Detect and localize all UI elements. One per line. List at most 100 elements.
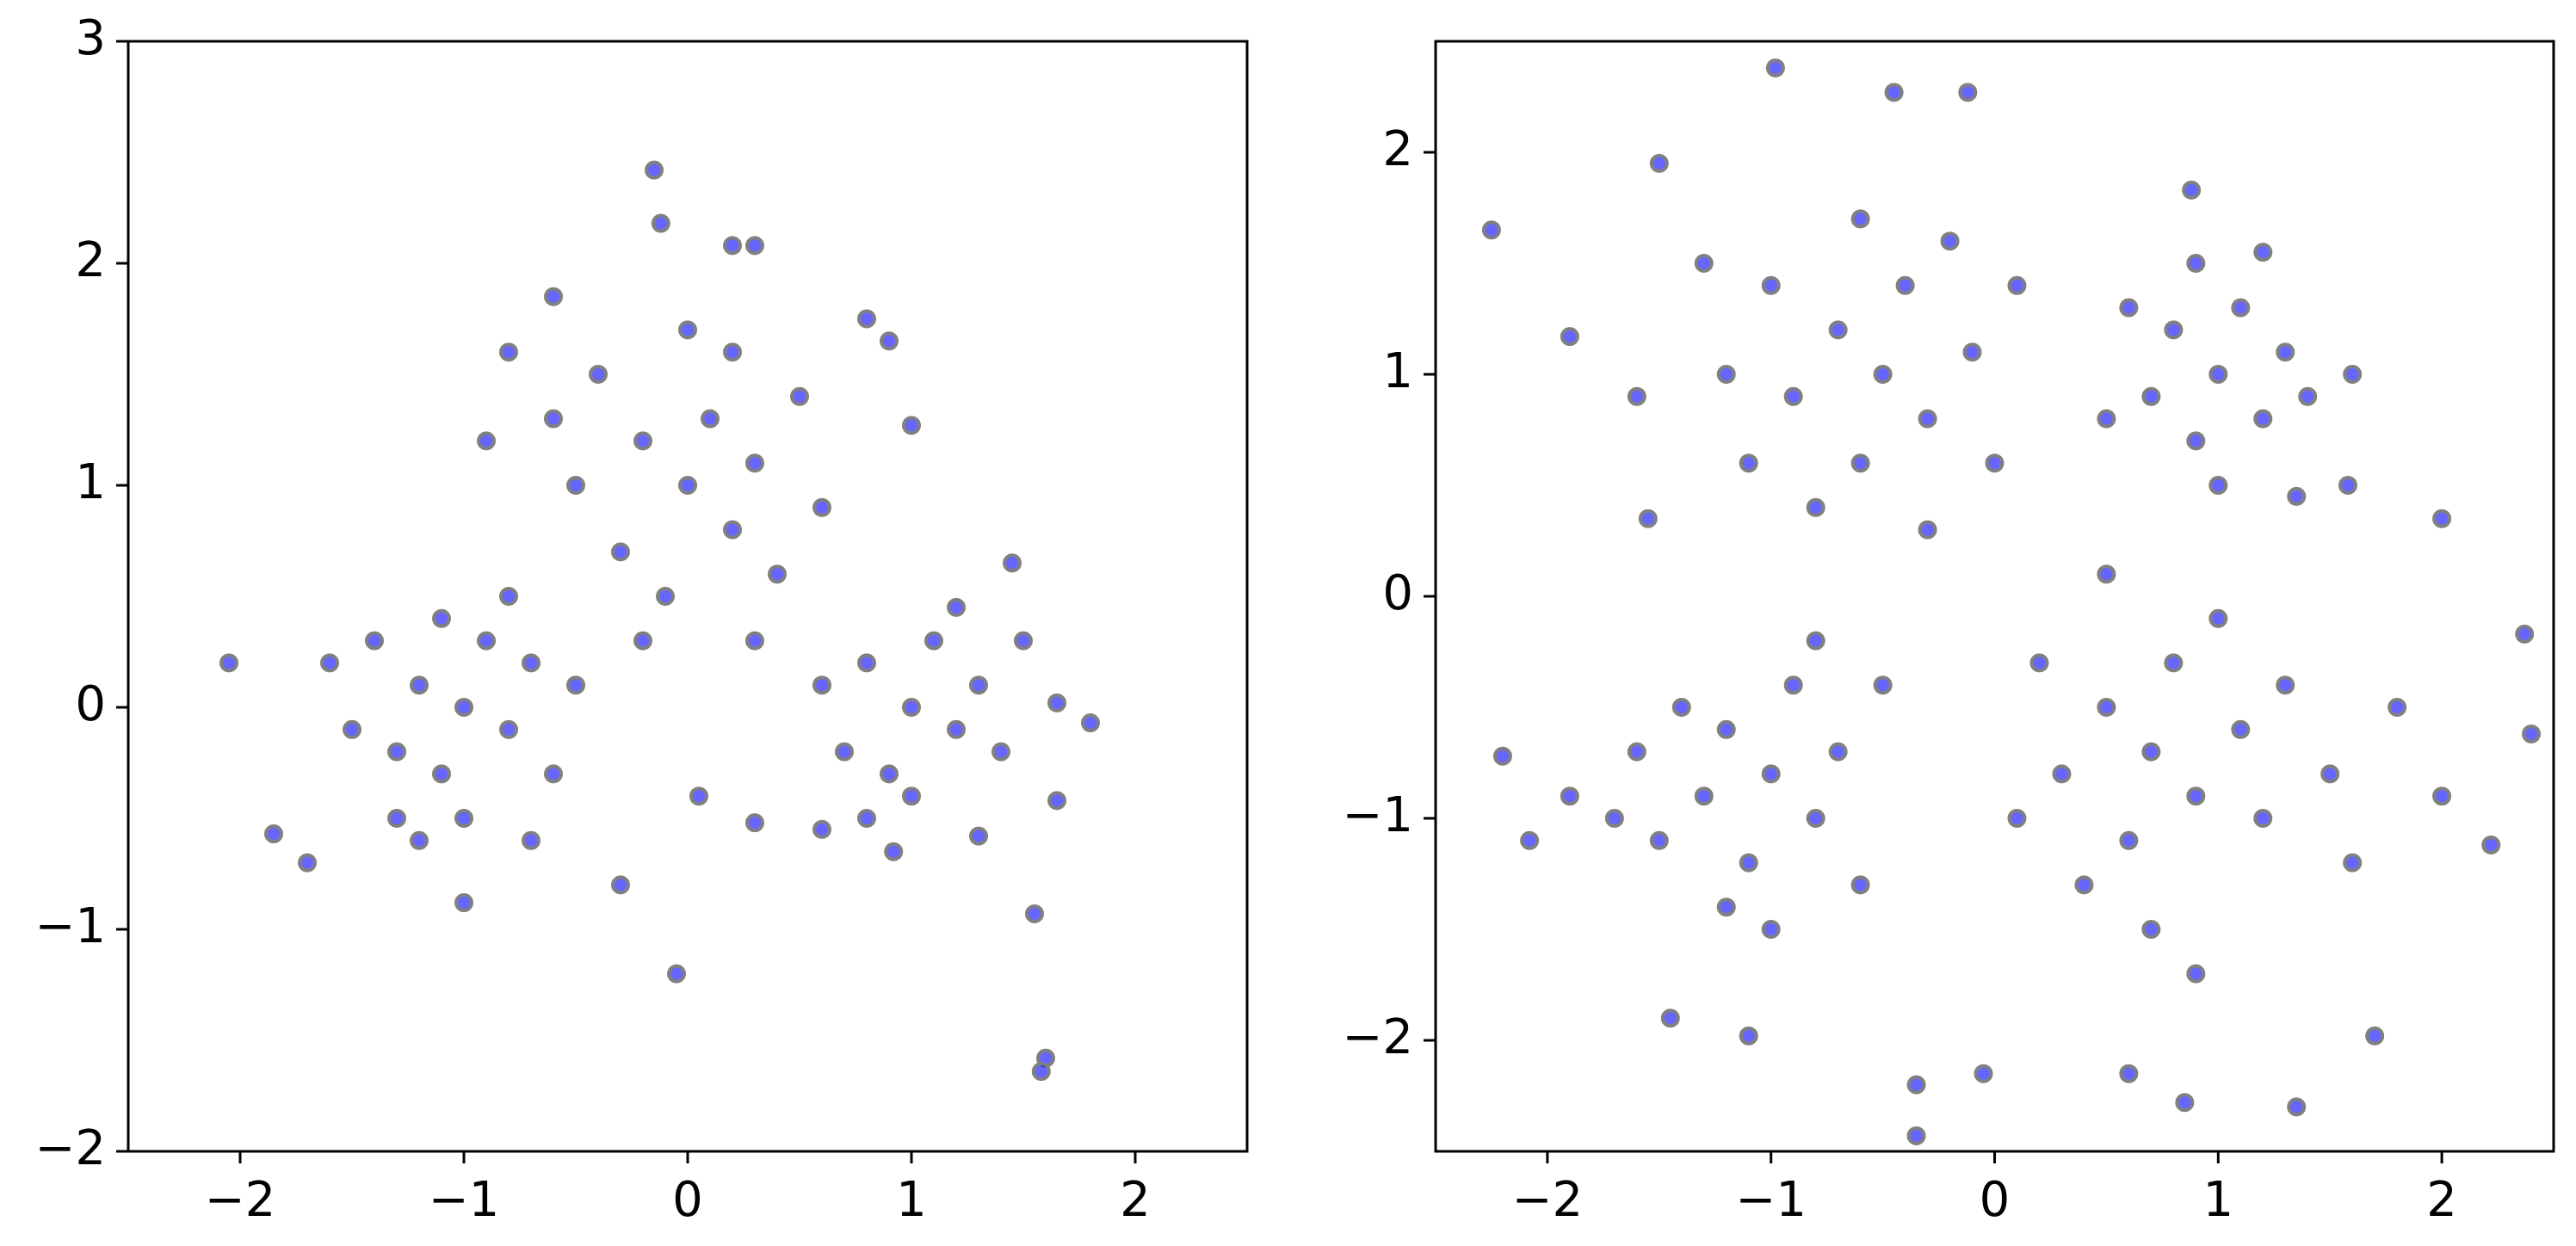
point (477, 631, 496, 651)
point (1850, 209, 1870, 229)
point (902, 698, 921, 717)
point (1047, 791, 1066, 811)
point (1481, 220, 1501, 240)
point (2343, 365, 2363, 384)
y-tick-label: −1 (34, 898, 106, 954)
point (499, 342, 518, 362)
point (2253, 243, 2273, 262)
point (667, 964, 686, 984)
point (611, 542, 630, 562)
point (2097, 409, 2116, 429)
point (410, 830, 429, 850)
point (1850, 875, 1870, 895)
point (1604, 809, 1624, 828)
point (1761, 764, 1781, 784)
point (2208, 608, 2228, 628)
point (1716, 365, 1736, 384)
point (432, 764, 451, 784)
point (544, 287, 563, 306)
point (812, 819, 831, 839)
y-tick-label: −2 (1342, 1009, 1413, 1065)
point (689, 786, 708, 806)
point (1806, 631, 1825, 651)
point (1806, 497, 1825, 517)
point (320, 653, 339, 673)
point (902, 416, 921, 435)
point (790, 386, 809, 406)
point (1492, 746, 1512, 766)
point (745, 813, 764, 833)
point (835, 742, 854, 762)
point (2343, 853, 2363, 873)
point (2432, 786, 2452, 806)
point (1649, 153, 1669, 173)
point (298, 853, 317, 873)
point (2141, 920, 2161, 939)
point (2298, 386, 2318, 406)
point (947, 719, 966, 739)
point (2287, 1097, 2307, 1117)
point (343, 719, 361, 739)
point (1962, 342, 1982, 362)
point (812, 497, 831, 517)
point (2007, 809, 2027, 828)
point (2253, 809, 2273, 828)
point (656, 587, 675, 606)
point (2522, 724, 2542, 743)
x-tick-label: 1 (896, 1172, 927, 1228)
point (2097, 698, 2116, 717)
point (2186, 431, 2206, 451)
point (2276, 342, 2295, 362)
point (2141, 386, 2161, 406)
point (1649, 830, 1669, 850)
point (2141, 742, 2161, 762)
point (1873, 675, 1893, 695)
point (991, 742, 1010, 762)
point (2097, 564, 2116, 584)
point (880, 331, 899, 351)
point (1850, 453, 1870, 473)
y-tick-label: 1 (1382, 343, 1413, 399)
point (1560, 786, 1579, 806)
x-tick-label: 1 (2202, 1172, 2233, 1228)
point (2276, 675, 2295, 695)
axes-frame (1434, 40, 2555, 1153)
point (1671, 698, 1691, 717)
point (902, 786, 921, 806)
y-tick-label: 0 (75, 676, 106, 732)
point (219, 653, 238, 673)
point (633, 431, 652, 451)
point (1694, 786, 1714, 806)
point (723, 236, 742, 256)
point (454, 893, 473, 913)
point (454, 698, 473, 717)
point (387, 742, 406, 762)
y-tick-label: −1 (1342, 787, 1413, 843)
x-tick-label: 2 (1120, 1172, 1151, 1228)
point (1974, 1064, 1993, 1083)
point (633, 631, 652, 651)
point (2052, 764, 2072, 784)
point (1906, 1075, 1926, 1095)
point (723, 520, 742, 540)
point (1739, 1026, 1758, 1046)
point (2432, 509, 2452, 528)
point (499, 719, 518, 739)
point (1761, 275, 1781, 295)
y-tick-label: 0 (1382, 565, 1413, 621)
point (544, 409, 563, 429)
point (566, 476, 585, 495)
point (2388, 698, 2407, 717)
point (1627, 742, 1646, 762)
point (611, 875, 630, 895)
point (1783, 675, 1803, 695)
point (2320, 764, 2340, 784)
point (1884, 83, 1904, 102)
point (1828, 742, 1848, 762)
y-tick-label: 2 (1382, 121, 1413, 177)
point (522, 830, 541, 850)
x-tick-label: −1 (1735, 1172, 1807, 1228)
point (969, 826, 988, 846)
point (924, 631, 943, 651)
point (701, 409, 720, 429)
